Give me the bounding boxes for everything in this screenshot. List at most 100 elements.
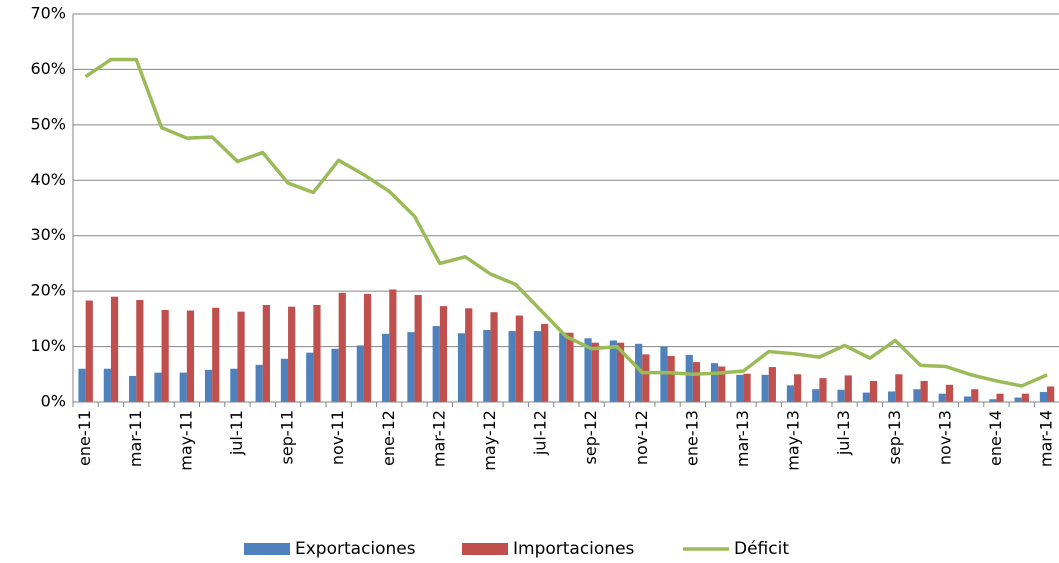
bar xyxy=(356,345,364,402)
bar xyxy=(761,374,769,402)
x-tick-label: sep-11 xyxy=(278,410,297,464)
bar xyxy=(963,396,972,402)
bar xyxy=(212,307,220,402)
bar xyxy=(971,389,979,402)
x-tick-label: mar-12 xyxy=(429,410,448,467)
bar xyxy=(407,332,415,402)
bar xyxy=(692,362,701,402)
y-tick-label: 20% xyxy=(30,281,66,300)
bar xyxy=(736,374,744,402)
bar xyxy=(862,392,870,402)
bar xyxy=(743,373,751,402)
legend-label: Importaciones xyxy=(513,539,635,559)
bar xyxy=(85,300,93,402)
bar xyxy=(685,354,693,402)
bar xyxy=(609,340,617,402)
bar xyxy=(255,364,263,402)
bar xyxy=(913,389,921,402)
bar xyxy=(508,331,516,402)
bar xyxy=(129,375,137,402)
bar xyxy=(439,306,448,402)
x-tick-label: sep-13 xyxy=(885,410,904,464)
x-tick-label: nov-13 xyxy=(935,410,954,465)
bar xyxy=(1039,392,1048,402)
bar xyxy=(667,355,675,402)
x-tick-label: sep-12 xyxy=(581,410,600,464)
bar xyxy=(186,310,195,402)
x-tick-label: nov-12 xyxy=(632,410,651,465)
bar xyxy=(718,366,726,402)
bar xyxy=(515,315,523,402)
bar xyxy=(161,309,169,402)
bar xyxy=(895,374,903,402)
bar xyxy=(869,380,878,402)
bar xyxy=(280,358,289,402)
bar xyxy=(306,352,314,402)
bar xyxy=(490,312,498,402)
bar xyxy=(483,329,491,402)
bar xyxy=(635,343,643,402)
bar xyxy=(768,367,776,402)
bar xyxy=(414,295,422,402)
bar xyxy=(794,374,802,402)
legend-swatch xyxy=(244,543,290,555)
x-tick-label: nov-11 xyxy=(328,410,347,465)
bar xyxy=(389,289,397,402)
x-tick-label: jul-12 xyxy=(531,410,550,456)
bar xyxy=(945,384,954,402)
bar xyxy=(457,333,466,402)
bar xyxy=(110,296,119,402)
bar xyxy=(786,385,795,402)
x-tick-label: ene-13 xyxy=(682,410,701,466)
bar xyxy=(262,305,270,402)
bar xyxy=(382,333,390,402)
x-tick-label: ene-12 xyxy=(379,410,398,466)
bar xyxy=(237,311,245,402)
bar xyxy=(1021,393,1029,402)
legend-swatch xyxy=(462,543,508,555)
legend-label: Exportaciones xyxy=(295,539,416,559)
x-tick-label: jul-13 xyxy=(834,410,853,456)
bar xyxy=(103,368,111,402)
bar xyxy=(136,300,144,402)
y-tick-label: 70% xyxy=(30,4,66,23)
bar xyxy=(819,378,827,402)
bar xyxy=(338,292,346,402)
bar xyxy=(179,372,187,402)
line xyxy=(84,57,1048,388)
y-tick-label: 60% xyxy=(30,59,66,78)
bar xyxy=(642,354,650,402)
bar xyxy=(313,305,321,402)
bar xyxy=(1014,397,1022,402)
x-tick-label: ene-11 xyxy=(75,410,94,466)
bar xyxy=(989,399,997,402)
x-tick-label: mar-13 xyxy=(733,410,752,467)
legend-label: Déficit xyxy=(734,539,789,559)
bar xyxy=(559,332,567,402)
y-tick-label: 0% xyxy=(41,392,66,411)
bar xyxy=(533,331,542,402)
y-tick-label: 30% xyxy=(30,225,66,244)
bar xyxy=(78,368,86,402)
bar xyxy=(288,306,296,402)
x-tick-label: may-11 xyxy=(176,410,195,471)
bar xyxy=(938,393,946,402)
bar xyxy=(837,389,845,402)
bar xyxy=(432,326,440,402)
bar xyxy=(363,293,372,402)
y-tick-label: 50% xyxy=(30,114,66,133)
x-tick-label: mar-11 xyxy=(126,410,145,467)
bar xyxy=(920,380,928,402)
bar xyxy=(230,368,238,402)
x-tick-label: jul-11 xyxy=(227,410,246,456)
bar xyxy=(616,342,625,402)
bar xyxy=(996,393,1004,402)
bar xyxy=(888,391,896,402)
x-tick-label: may-13 xyxy=(784,410,803,471)
bar xyxy=(591,342,599,402)
y-tick-label: 40% xyxy=(30,170,66,189)
bar xyxy=(154,372,162,402)
x-tick-label: ene-14 xyxy=(986,410,1005,466)
bar xyxy=(584,338,592,402)
bar xyxy=(566,332,574,402)
